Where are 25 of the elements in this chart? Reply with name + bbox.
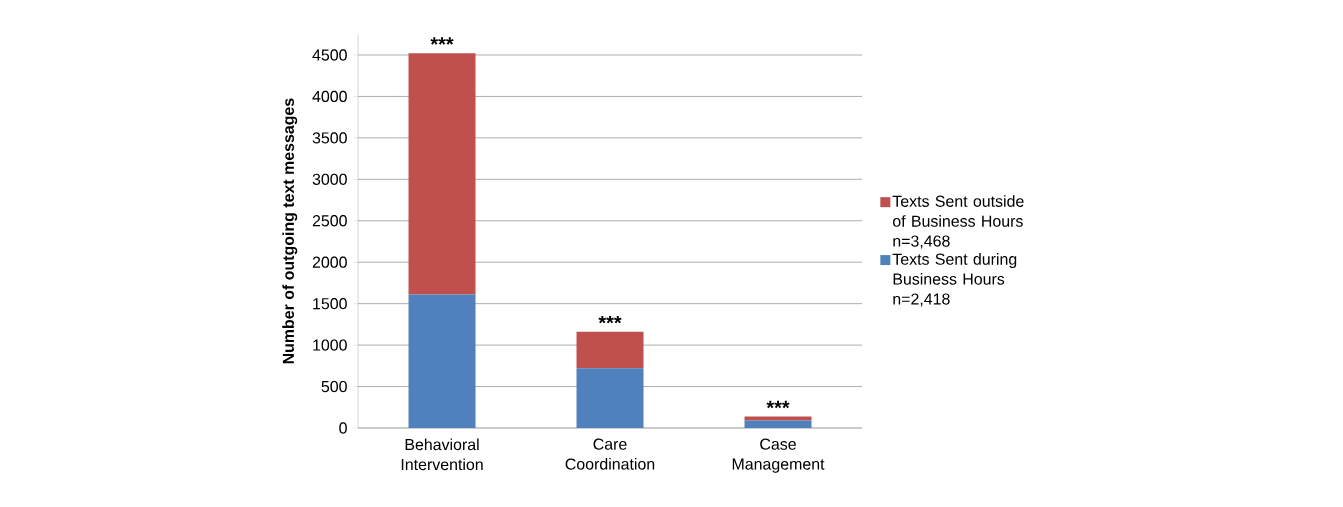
x-tick-label: Care Coordination (565, 438, 655, 470)
y-tick-label: 4500 (312, 49, 347, 61)
legend-label: Texts Sent during Business Hours n=2,418 (892, 253, 1017, 307)
annotation: *** (430, 37, 454, 45)
y-tick-label: 0 (339, 422, 347, 434)
y-tick-label: 500 (321, 380, 347, 393)
y-tick-label: 3000 (312, 173, 347, 185)
bar (744, 416, 812, 421)
legend-label: Texts Sent outside of Business Hours n=3,468 (892, 195, 1024, 249)
bar (408, 53, 476, 295)
y-tick-label: 2500 (312, 215, 347, 227)
y-tick-label: 3500 (312, 132, 347, 144)
x-tick-label: Case Management (732, 438, 825, 473)
y-axis-title: Number of outgoing text messages (282, 98, 298, 364)
annotation: *** (598, 315, 622, 324)
annotation: *** (766, 400, 790, 409)
bar (576, 331, 644, 369)
bar (576, 368, 644, 428)
bar (408, 294, 476, 428)
y-tick-label: 4000 (312, 90, 347, 103)
x-tick-label: Behavioral Intervention (401, 438, 483, 471)
y-tick-label: 1000 (313, 339, 347, 351)
y-tick-label: 2000 (312, 256, 347, 268)
y-tick-label: 1500 (313, 298, 347, 310)
bar (744, 420, 812, 428)
